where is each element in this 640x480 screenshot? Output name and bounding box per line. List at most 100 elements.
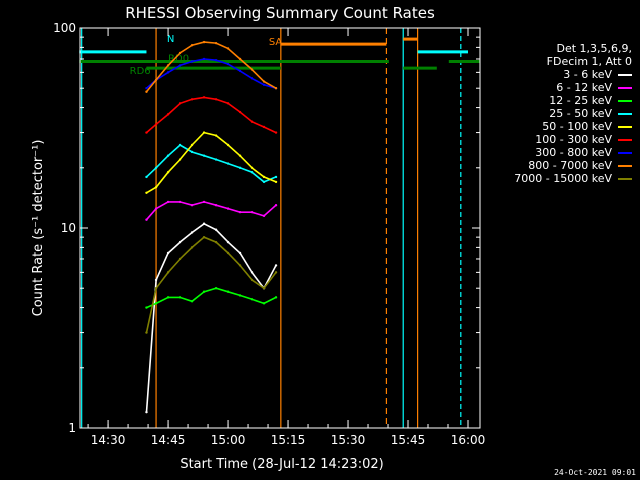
data-point [250, 298, 254, 301]
data-point [202, 235, 206, 239]
data-point [166, 71, 170, 74]
data-point [145, 410, 148, 414]
state-annotation-label: N [167, 34, 174, 45]
x-axis-label: Start Time (28-Jul-12 14:23:02) [180, 457, 383, 472]
data-point [238, 57, 242, 61]
data-point [250, 120, 254, 123]
legend-swatch [618, 73, 632, 76]
data-point [190, 150, 194, 154]
data-point [262, 125, 266, 129]
legend-entry: 300 - 800 keV [535, 146, 632, 159]
state-annotation-label: RD0 [168, 53, 189, 64]
series-line-0 [145, 222, 277, 413]
data-point [214, 134, 218, 137]
series-line-2 [146, 287, 277, 309]
chart-title: RHESSI Observing Summary Count Rates [125, 4, 435, 22]
data-point [238, 294, 242, 297]
data-point [226, 207, 230, 210]
y-tick-label: 10 [61, 221, 76, 235]
x-tick-label: 15:15 [271, 433, 306, 447]
data-point [190, 246, 194, 249]
legend-header-line: FDecim 1, Att 0 [546, 55, 632, 68]
data-point [214, 228, 218, 231]
data-point [274, 296, 278, 299]
data-point [166, 154, 170, 157]
legend-swatch [618, 112, 632, 115]
data-point [166, 171, 170, 174]
data-point [145, 218, 148, 221]
data-point [262, 287, 266, 290]
data-point [274, 264, 278, 267]
data-point [250, 68, 254, 71]
data-point [202, 154, 206, 157]
axes-layer: 14:30 14:45 15:00 15:15 15:30 15:45 16:00 1 10 10… [53, 21, 485, 447]
legend-entry-label: 100 - 300 keV [535, 133, 612, 146]
data-point [262, 214, 266, 218]
generation-timestamp: 24-Oct-2021 09:01 [554, 468, 636, 477]
data-point [238, 210, 242, 214]
data-point [274, 180, 278, 184]
legend-entry: 100 - 300 keV [535, 133, 632, 146]
data-point [214, 287, 218, 290]
data-point [226, 102, 230, 105]
data-point [202, 131, 206, 134]
data-point [202, 222, 206, 225]
data-point [214, 240, 218, 244]
data-point [154, 185, 158, 189]
data-point [145, 191, 148, 194]
data-point [238, 69, 242, 73]
data-point [178, 51, 182, 55]
data-point [145, 331, 148, 334]
data-point [262, 180, 266, 184]
data-point [166, 64, 170, 67]
legend-swatch [618, 164, 632, 167]
data-point [214, 158, 218, 161]
series-line-3 [145, 144, 277, 183]
y-axis-label: Count Rate (s⁻¹ detector⁻¹) [31, 140, 46, 317]
series-line-7 [145, 41, 277, 93]
x-tick-label: 14:30 [91, 433, 126, 447]
data-point [145, 306, 148, 309]
legend-entry: 50 - 100 keV [542, 120, 632, 133]
series-layer [145, 40, 278, 414]
data-point [166, 251, 170, 255]
legend-swatch [618, 125, 632, 128]
legend-entry-label: 50 - 100 keV [542, 120, 612, 133]
data-point [154, 302, 158, 305]
series-line-6 [145, 58, 277, 89]
data-point [250, 278, 254, 282]
legend-swatch [618, 151, 632, 154]
legend-entry: 25 - 50 keV [549, 107, 632, 120]
data-point [238, 154, 242, 157]
data-point [190, 98, 194, 101]
data-point [154, 207, 158, 210]
data-point [154, 287, 158, 290]
data-point [178, 143, 182, 147]
data-point [274, 271, 278, 274]
data-point [262, 80, 266, 83]
data-point [202, 57, 206, 61]
data-point [274, 131, 278, 134]
legend-entry-label: 25 - 50 keV [549, 107, 612, 120]
data-point [250, 271, 254, 274]
data-point [214, 204, 218, 207]
data-point [178, 296, 182, 299]
data-point [190, 143, 194, 147]
data-point [178, 64, 182, 67]
data-point [250, 77, 254, 80]
data-point [226, 240, 230, 244]
data-point [250, 210, 254, 214]
data-point [238, 110, 242, 114]
data-point [178, 257, 182, 261]
data-point [145, 131, 148, 134]
x-tick-label: 15:00 [211, 433, 246, 447]
series-line-5 [145, 96, 277, 134]
x-tick-label: 15:45 [391, 433, 426, 447]
data-point [154, 278, 158, 282]
data-point [202, 290, 206, 293]
legend-entry: 7000 - 15000 keV [514, 172, 632, 185]
data-point [154, 166, 158, 169]
data-point [166, 296, 170, 299]
